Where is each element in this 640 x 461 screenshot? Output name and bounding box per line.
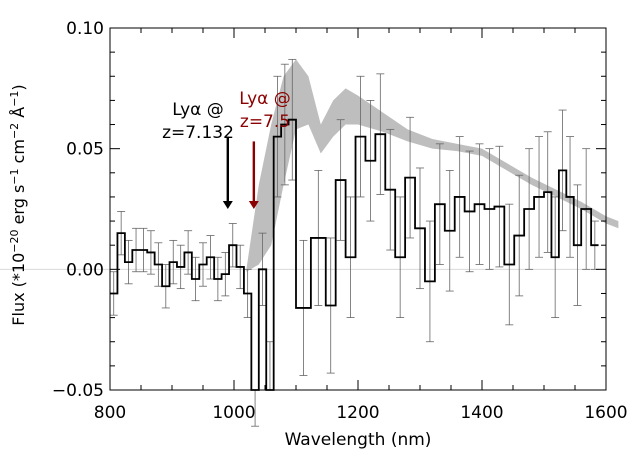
annotation-lya-7132-line2: z=7.132 (162, 123, 234, 143)
x-tick-label: 1200 (336, 403, 379, 423)
annotation-lya-75-line2: z=7.5 (240, 112, 290, 132)
x-tick-label: 800 (94, 403, 126, 423)
model-band (246, 59, 619, 272)
x-tick-label: 1000 (212, 403, 255, 423)
y-tick-label: 0.10 (66, 19, 104, 39)
observed-spectrum-line (110, 118, 599, 391)
x-tick-label: 1600 (584, 403, 627, 423)
y-tick-label: 0.00 (66, 260, 104, 280)
annotation-lya-75-line1: Lyα @ (239, 89, 291, 109)
x-axis-label: Wavelength (nm) (285, 430, 432, 450)
y-tick-label: 0.05 (66, 140, 104, 160)
annotation-lya-75-arrow-head (248, 201, 259, 209)
annotation-lya-7132-arrow-head (222, 201, 233, 209)
y-tick-label: −0.05 (52, 381, 104, 401)
annotation-lya-7132-line1: Lyα @ (172, 100, 224, 120)
y-axis-label: Flux (*10−20 erg s−1 cm−2 Å−1) (8, 84, 28, 325)
x-tick-label: 1400 (460, 403, 503, 423)
